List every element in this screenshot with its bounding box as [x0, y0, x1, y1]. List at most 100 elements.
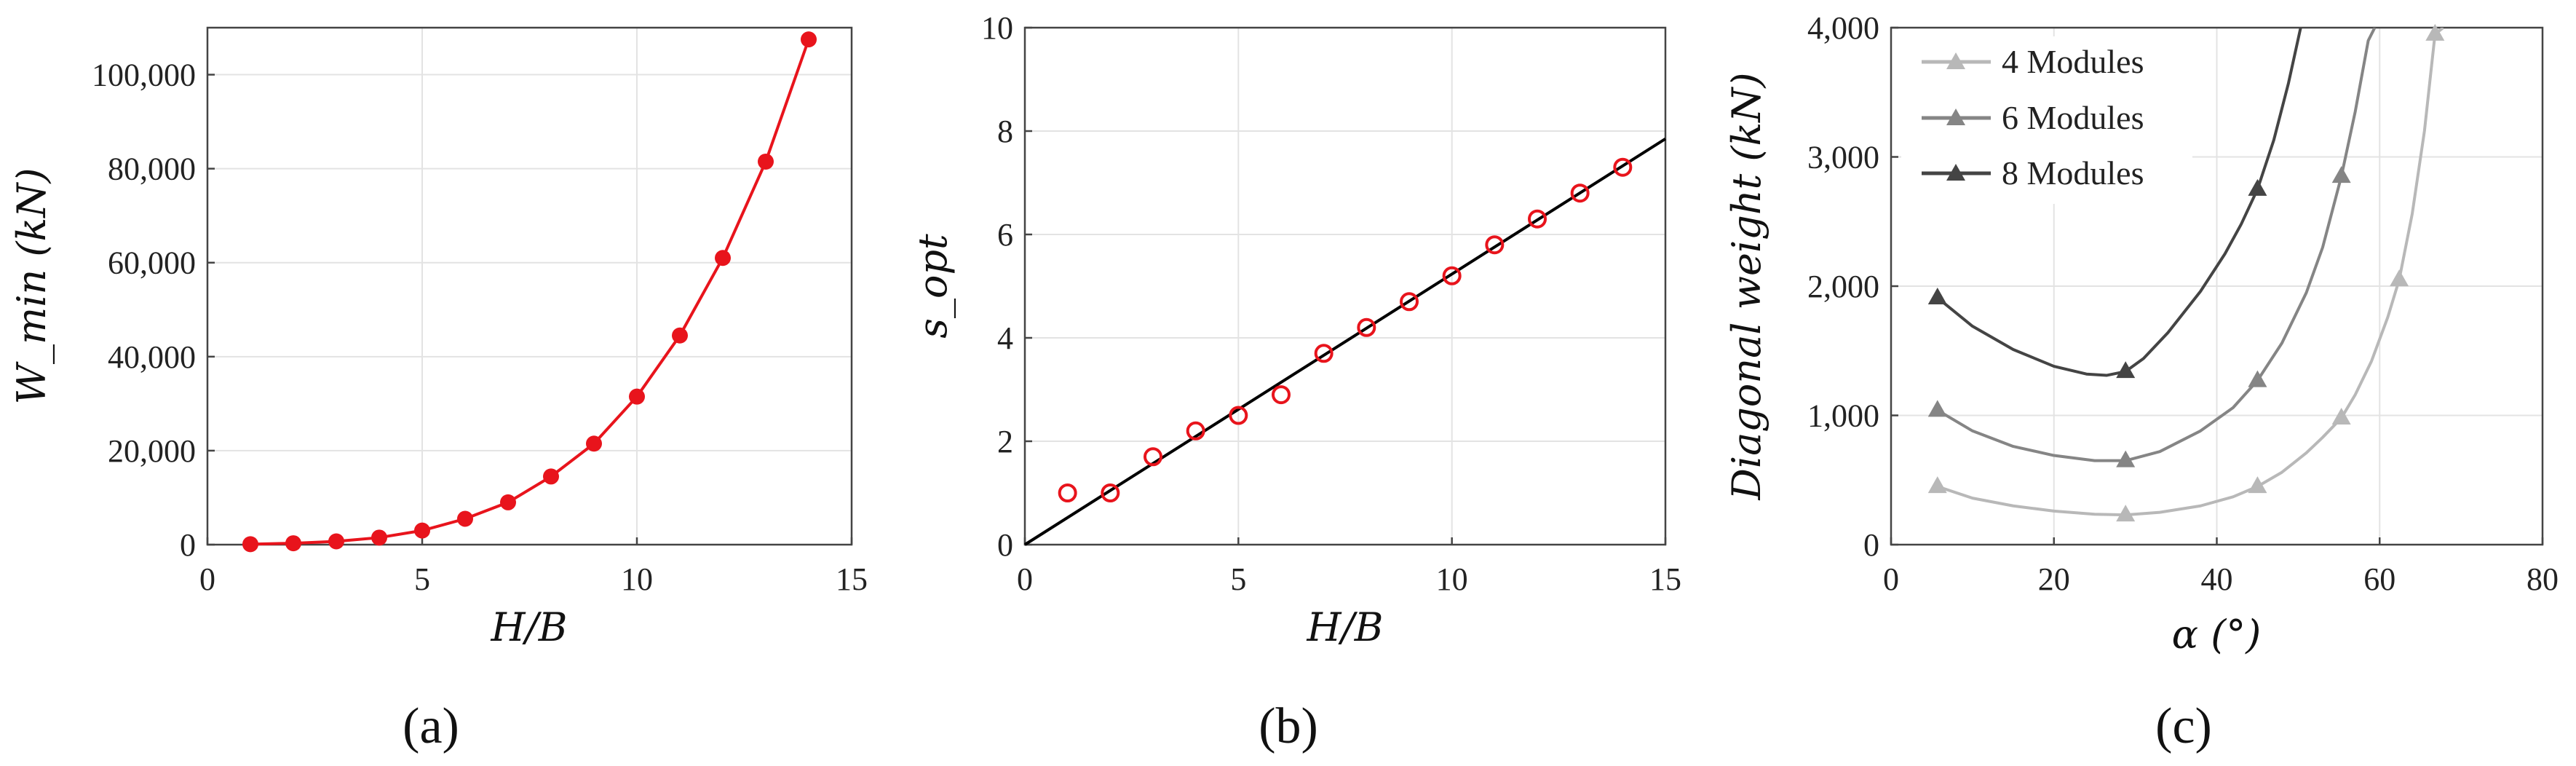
data-point-sopt	[1528, 209, 1547, 229]
series-line-6-modules	[1936, 28, 2377, 462]
chart-a-y-tick-label: 60,000	[108, 245, 196, 281]
chart-b-panel-label: (b)	[1259, 698, 1318, 754]
chart-b-y-tick-label: 8	[997, 114, 1013, 149]
chart-b-y-tick-label: 6	[997, 217, 1013, 253]
chart-b-ticks: 0 5 10 15 0 2 4 6 8 10	[981, 10, 1681, 597]
chart-b-marks	[1023, 137, 1667, 546]
legend-marker-4-modules	[1946, 52, 1965, 69]
data-point-sopt	[1186, 421, 1205, 441]
data-point-wmin	[629, 388, 645, 405]
chart-b-x-tick-label: 5	[1230, 561, 1246, 597]
legend-label-6-modules: 6 Modules	[2002, 99, 2144, 136]
chart-b-x-tick-label: 0	[1017, 561, 1033, 597]
data-point-sopt	[1357, 317, 1376, 337]
chart-a-x-tick-label: 15	[836, 561, 868, 597]
chart-c-x-axis-label: α (°)	[2172, 612, 2262, 658]
data-point-wmin	[801, 31, 817, 48]
data-point-4-modules	[2390, 269, 2409, 287]
legend-entry-6-modules: 6 Modules	[1922, 99, 2144, 136]
chart-c-y-axis-label: Diagonal weight (kN)	[1724, 72, 1769, 500]
chart-a-x-axis-label: H/B	[491, 604, 568, 650]
chart-b-x-axis-label: H/B	[1307, 604, 1384, 650]
chart-c-x-tick-label: 60	[2363, 561, 2395, 597]
chart-c-diagonal-weight-vs-alpha: 0 20 40 60 80 0 1,000 2,000 3,000 4,000 4 Modules…	[1724, 10, 2559, 754]
data-point-6-modules	[2116, 450, 2136, 467]
data-point-wmin	[586, 435, 602, 452]
data-point-6-modules	[2331, 166, 2351, 183]
data-point-wmin	[500, 494, 516, 510]
chart-a-grid	[207, 28, 852, 545]
chart-c-panel-label: (c)	[2155, 698, 2212, 754]
legend-marker-8-modules	[1946, 164, 1965, 181]
data-point-8-modules	[2248, 178, 2267, 196]
data-point-sopt	[1400, 292, 1419, 312]
data-point-sopt	[1101, 483, 1120, 502]
chart-b-x-tick-label: 15	[1649, 561, 1681, 597]
data-point-wmin	[758, 153, 774, 170]
legend-entry-8-modules: 8 Modules	[1922, 154, 2144, 192]
chart-c-ticks: 0 20 40 60 80 0 1,000 2,000 3,000 4,000	[1807, 10, 2559, 597]
data-point-6-modules	[2248, 370, 2267, 387]
chart-b-grid	[1024, 27, 1666, 545]
chart-c-x-tick-label: 80	[2527, 561, 2559, 597]
series-line-4-modules	[1937, 28, 2444, 517]
data-point-4-modules	[1927, 476, 1947, 494]
legend-marker-6-modules	[1946, 108, 1965, 125]
chart-b-x-tick-label: 10	[1436, 561, 1468, 597]
chart-a-y-tick-label: 40,000	[108, 339, 196, 375]
data-point-sopt	[1442, 266, 1462, 285]
data-point-wmin	[242, 536, 258, 553]
chart-a-panel-label: (a)	[403, 698, 459, 754]
data-point-sopt	[1144, 447, 1162, 467]
chart-a-y-axis-label: W_min (kN)	[9, 167, 55, 404]
legend-entry-4-modules: 4 Modules	[1922, 43, 2144, 80]
data-point-6-modules	[1927, 400, 1947, 417]
chart-c-y-tick-label: 0	[1863, 527, 1879, 563]
data-point-wmin	[328, 533, 344, 550]
chart-c-legend: 4 Modules 6 Modules 8 Modules	[1901, 36, 2192, 204]
data-point-sopt	[1229, 406, 1248, 425]
chart-c-y-tick-label: 1,000	[1807, 398, 1879, 434]
chart-b-y-tick-label: 4	[997, 320, 1013, 356]
series-line-8-modules	[1936, 28, 2302, 377]
data-point-wmin	[457, 510, 473, 527]
chart-c-marks	[1927, 23, 2445, 522]
data-point-8-modules	[1927, 287, 1947, 304]
chart-c-x-tick-label: 0	[1883, 561, 1899, 597]
chart-a-x-tick-label: 5	[414, 561, 430, 597]
data-point-wmin	[715, 250, 731, 266]
data-point-4-modules	[2425, 23, 2445, 41]
fit-line	[1023, 137, 1667, 546]
data-point-sopt	[1272, 385, 1291, 405]
chart-a-wmin-vs-hb: 0 5 10 15 0 20,000 40,000 60,000 80,000 100,000 H…	[9, 26, 868, 754]
chart-a-y-tick-label: 80,000	[108, 151, 196, 187]
data-point-sopt	[1485, 235, 1505, 255]
chart-a-plot-frame	[206, 26, 853, 546]
chart-b-y-tick-label: 10	[981, 10, 1013, 46]
chart-b-sopt-vs-hb: 0 5 10 15 0 2 4 6 8 10 H/B s_opt (b)	[910, 10, 1681, 754]
chart-b-y-tick-label: 2	[997, 424, 1013, 459]
data-point-sopt	[1570, 183, 1590, 203]
data-point-wmin	[672, 327, 688, 344]
chart-c-y-tick-label: 3,000	[1807, 140, 1879, 175]
chart-b-y-axis-label: s_opt	[910, 234, 956, 339]
chart-a-x-tick-label: 10	[621, 561, 653, 597]
chart-c-x-tick-label: 40	[2201, 561, 2233, 597]
data-point-4-modules	[2248, 476, 2267, 494]
data-point-sopt	[1314, 344, 1333, 363]
chart-b-plot-frame	[1023, 26, 1667, 546]
chart-a-marks	[242, 31, 817, 553]
legend-label-4-modules: 4 Modules	[2002, 43, 2144, 80]
data-point-4-modules	[2331, 408, 2351, 425]
data-point-4-modules	[2116, 505, 2136, 522]
chart-a-ticks: 0 5 10 15 0 20,000 40,000 60,000 80,000 100,000	[92, 58, 868, 597]
chart-a-y-tick-label: 20,000	[108, 433, 196, 469]
chart-a-x-tick-label: 0	[199, 561, 215, 597]
series-line-wmin	[250, 39, 810, 546]
data-point-wmin	[371, 529, 387, 546]
chart-c-x-tick-label: 20	[2038, 561, 2070, 597]
data-point-wmin	[543, 468, 559, 485]
data-point-wmin	[285, 535, 301, 552]
chart-c-y-tick-label: 4,000	[1807, 10, 1879, 46]
